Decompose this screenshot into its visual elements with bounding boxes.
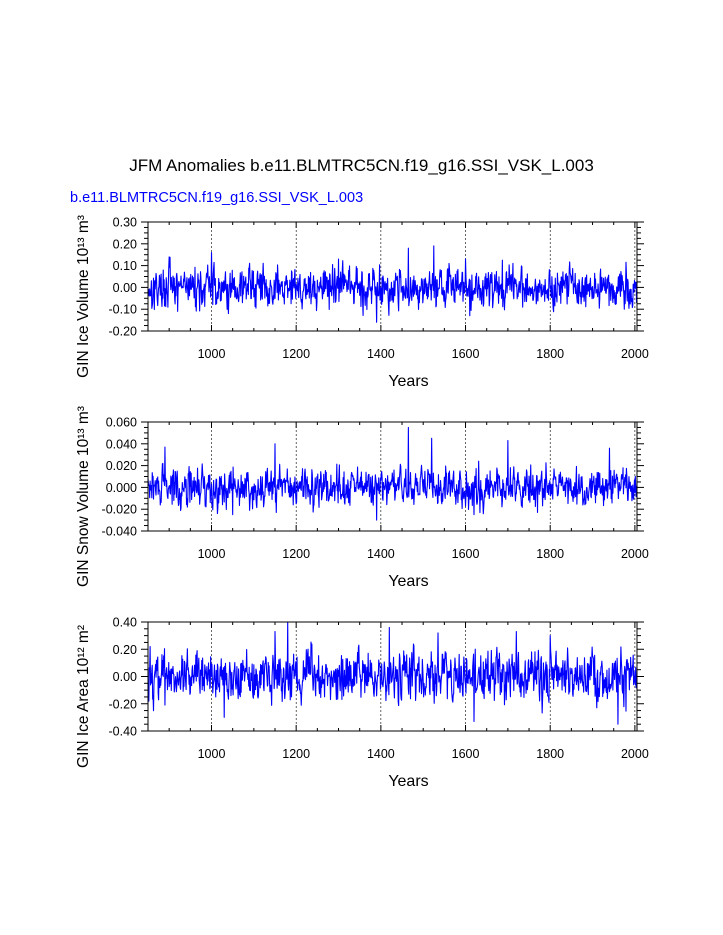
series-line <box>147 245 638 323</box>
y-tick-label: 0.060 <box>106 416 137 430</box>
x-tick-label: 1200 <box>282 347 310 361</box>
y-tick-label: 0.040 <box>106 437 137 451</box>
series-line <box>147 621 638 725</box>
x-axis-label: Years <box>388 773 428 790</box>
x-tick-label: 1400 <box>367 547 395 561</box>
x-axis-label: Years <box>388 573 428 590</box>
y-axis-label: GIN Ice Volume 10¹³ m³ <box>75 215 92 378</box>
y-tick-label: 0.30 <box>113 216 137 230</box>
y-tick-label: 0.40 <box>113 616 137 630</box>
y-tick-label: 0.20 <box>113 643 137 657</box>
x-tick-label: 1400 <box>367 747 395 761</box>
x-tick-label: 2000 <box>621 747 649 761</box>
x-tick-label: 1200 <box>282 547 310 561</box>
y-tick-label: 0.000 <box>106 481 137 495</box>
x-tick-label: 1400 <box>367 347 395 361</box>
ice-volume-chart: 1000 1200 1400 1600 1800 2000 -0.20 -0.10 0.00 0.… <box>75 215 649 390</box>
x-tick-label: 1200 <box>282 747 310 761</box>
y-tick-label: 0.00 <box>113 670 137 684</box>
y-tick-label: 0.20 <box>113 237 137 251</box>
y-axis-label: GIN Snow Volume 10¹³ m³ <box>75 406 92 587</box>
y-tick-label: -0.20 <box>109 697 138 711</box>
figure-title: JFM Anomalies b.e11.BLMTRC5CN.f19_g16.SS… <box>129 156 594 175</box>
x-tick-label: 1000 <box>198 747 226 761</box>
y-tick-label: -0.10 <box>109 303 138 317</box>
run-label: b.e11.BLMTRC5CN.f19_g16.SSI_VSK_L.003 <box>70 190 364 206</box>
x-axis-label: Years <box>388 373 428 390</box>
x-tick-label: 1800 <box>536 347 564 361</box>
y-tick-label: -0.20 <box>109 325 138 339</box>
series-line <box>147 426 638 521</box>
y-axis-label: GIN Ice Area 10¹² m² <box>75 625 92 768</box>
y-tick-label: -0.020 <box>102 503 137 517</box>
x-tick-label: 1800 <box>536 747 564 761</box>
x-tick-label: 1000 <box>198 547 226 561</box>
y-tick-label: -0.40 <box>109 725 138 739</box>
y-tick-label: -0.040 <box>102 525 137 539</box>
y-tick-label: 0.020 <box>106 459 137 473</box>
x-tick-label: 1000 <box>198 347 226 361</box>
x-tick-label: 1800 <box>536 547 564 561</box>
plot-frame <box>147 221 638 332</box>
x-tick-label: 2000 <box>621 347 649 361</box>
x-tick-label: 1600 <box>452 547 480 561</box>
snow-volume-chart: 1000 1200 1400 1600 1800 2000 -0.040 -0.020 0.00… <box>75 406 649 590</box>
ice-area-chart: 1000 1200 1400 1600 1800 2000 -0.40 -0.20 0.00 0.… <box>75 616 649 791</box>
x-tick-label: 2000 <box>621 547 649 561</box>
x-tick-label: 1600 <box>452 347 480 361</box>
x-tick-label: 1600 <box>452 747 480 761</box>
y-tick-label: 0.00 <box>113 281 137 295</box>
y-tick-label: 0.10 <box>113 259 137 273</box>
